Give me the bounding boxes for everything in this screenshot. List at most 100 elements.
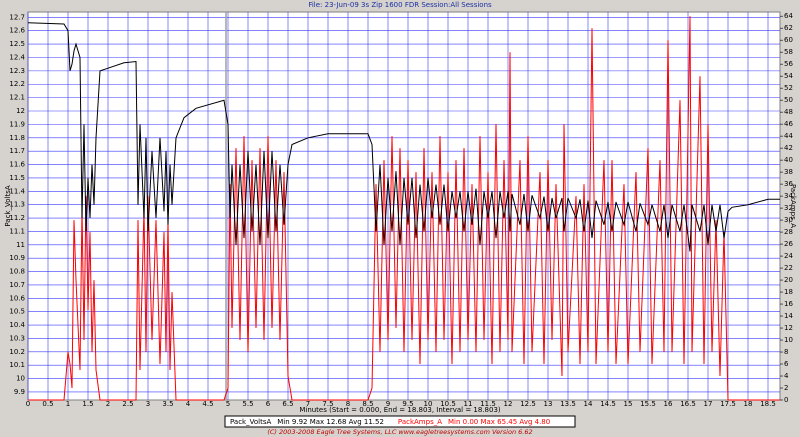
y2-tick-label: 42 [784, 144, 793, 152]
legend-stats: Min 9.92 Max 12.68 Avg 11.52 [277, 418, 384, 426]
x-tick-label: 15 [624, 400, 633, 408]
y-tick-label: 12.1 [9, 94, 25, 102]
series-line [28, 16, 780, 401]
x-tick-label: 14.5 [600, 400, 616, 408]
y2-tick-label: 32 [784, 204, 793, 212]
x-tick-label: 2.5 [122, 400, 133, 408]
y2-tick-label: 34 [784, 192, 793, 200]
y-tick-label: 12.3 [9, 67, 25, 75]
y2-tick-label: 10 [784, 336, 793, 344]
y2-tick-label: 44 [784, 132, 793, 140]
x-tick-label: 17.5 [720, 400, 736, 408]
x-tick-label: 1 [66, 400, 70, 408]
y2-tick-label: 30 [784, 216, 793, 224]
chart-title: File: 23-Jun-09 3s Zip 1600 FDR Session:… [308, 1, 492, 9]
x-tick-label: 18.5 [760, 400, 776, 408]
y-tick-label: 12.7 [9, 13, 25, 21]
x-tick-label: 16.5 [680, 400, 696, 408]
y2-tick-label: 16 [784, 300, 793, 308]
y2-tick-label: 62 [784, 24, 793, 32]
y-tick-label: 11.6 [9, 161, 25, 169]
y-tick-label: 12.4 [9, 53, 25, 61]
y2-tick-label: 56 [784, 60, 793, 68]
y2-tick-label: 8 [784, 348, 788, 356]
x-tick-label: 16 [664, 400, 673, 408]
x-tick-label: 5.5 [242, 400, 253, 408]
y2-tick-label: 2 [784, 384, 788, 392]
x-tick-label: 18 [744, 400, 753, 408]
y2-tick-label: 58 [784, 48, 793, 56]
y-tick-label: 10 [16, 375, 25, 383]
x-tick-label: 14 [584, 400, 593, 408]
y-tick-label: 11.1 [9, 227, 25, 235]
x-tick-label: 8.5 [362, 400, 373, 408]
legend-stats: Min 0.00 Max 65.45 Avg 4.80 [448, 418, 550, 426]
y-tick-label: 11.4 [9, 187, 25, 195]
x-tick-label: 4.5 [202, 400, 213, 408]
y2-tick-label: 64 [784, 12, 793, 20]
x-tick-label: 10 [424, 400, 433, 408]
y2-tick-label: 12 [784, 324, 793, 332]
y-tick-label: 12.6 [9, 27, 25, 35]
x-tick-label: 12 [504, 400, 513, 408]
x-tick-label: 13 [544, 400, 553, 408]
y2-tick-label: 46 [784, 120, 793, 128]
y2-tick-label: 54 [784, 72, 793, 80]
y-tick-label: 10.1 [9, 361, 25, 369]
y2-tick-label: 6 [784, 360, 789, 368]
y2-tick-label: 26 [784, 240, 793, 248]
x-tick-label: 11 [464, 400, 473, 408]
y2-tick-label: 50 [784, 96, 793, 104]
x-tick-label: 0 [26, 400, 30, 408]
y-tick-label: 10.3 [9, 334, 25, 342]
x-tick-label: 2 [106, 400, 110, 408]
y-axis-label: Pack_VoltsA [4, 185, 12, 226]
y2-tick-label: 0 [784, 396, 788, 404]
x-tick-label: 5 [226, 400, 230, 408]
x-tick-label: 9 [386, 400, 390, 408]
x-tick-label: 6 [266, 400, 271, 408]
x-tick-label: 13.5 [560, 400, 576, 408]
y-tick-label: 11 [16, 241, 25, 249]
x-tick-label: 10.5 [440, 400, 456, 408]
y-tick-label: 12.2 [9, 80, 25, 88]
x-axis-label: Minutes (Start = 0.000, End = 18.803, In… [299, 406, 501, 414]
y2-tick-label: 4 [784, 372, 789, 380]
y-tick-label: 10.7 [9, 281, 25, 289]
series-line [27, 22, 780, 252]
y-tick-label: 10.5 [9, 308, 25, 316]
x-tick-label: 6.5 [282, 400, 293, 408]
x-tick-label: 4 [186, 400, 191, 408]
x-tick-label: 15.5 [640, 400, 656, 408]
y-tick-label: 10.6 [9, 294, 25, 302]
legend-entry: PackAmps_A [398, 418, 442, 426]
y2-tick-label: 24 [784, 252, 793, 260]
x-tick-label: 0.5 [42, 400, 53, 408]
y2-axis-label: PackAmps_A [789, 184, 797, 228]
x-tick-label: 17 [704, 400, 713, 408]
y2-tick-label: 36 [784, 180, 793, 188]
y2-tick-label: 48 [784, 108, 793, 116]
y-tick-label: 12.5 [9, 40, 25, 48]
y2-tick-label: 18 [784, 288, 793, 296]
legend-entry: Pack_VoltsA [230, 418, 271, 426]
x-tick-label: 3.5 [162, 400, 173, 408]
y2-tick-label: 52 [784, 84, 793, 92]
y2-tick-label: 14 [784, 312, 793, 320]
y-tick-label: 10.9 [9, 254, 25, 262]
y2-tick-label: 38 [784, 168, 793, 176]
x-tick-label: 9.5 [402, 400, 413, 408]
x-tick-label: 7.5 [322, 400, 333, 408]
y-tick-label: 9.9 [14, 388, 25, 396]
y-tick-label: 11.7 [9, 147, 25, 155]
y-tick-label: 11.5 [9, 174, 25, 182]
x-tick-label: 1.5 [82, 400, 93, 408]
y-tick-label: 10.4 [9, 321, 25, 329]
y-tick-label: 11.2 [9, 214, 25, 222]
footer: (C) 2003-2008 Eagle Tree Systems, LLC ww… [267, 428, 532, 436]
y2-tick-label: 20 [784, 276, 793, 284]
y2-tick-label: 60 [784, 36, 793, 44]
x-tick-label: 8 [346, 400, 350, 408]
y2-tick-label: 28 [784, 228, 793, 236]
